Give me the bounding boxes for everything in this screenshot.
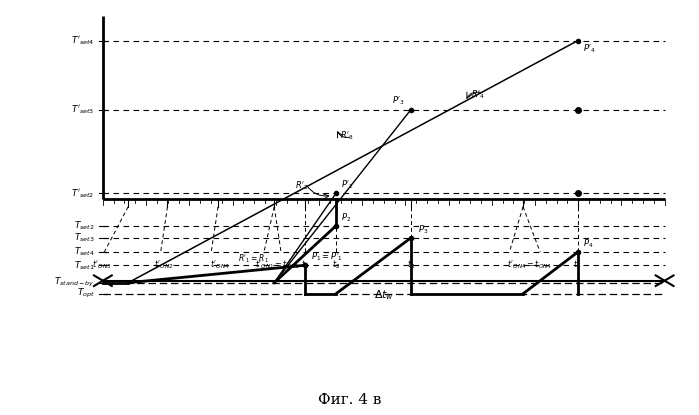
Text: $P_1=P'_1$: $P_1=P'_1$ xyxy=(310,251,343,263)
Text: $T_{set4}$: $T_{set4}$ xyxy=(74,246,94,259)
Text: $T'_{set4}$: $T'_{set4}$ xyxy=(71,34,94,47)
Text: $T_{set2}$: $T_{set2}$ xyxy=(74,220,94,232)
Text: $t'_{ON2}$: $t'_{ON2}$ xyxy=(154,258,174,271)
Text: $T_{opt}$: $T_{opt}$ xyxy=(77,287,94,300)
Text: $t'_{ON4}$: $t'_{ON4}$ xyxy=(210,258,229,271)
Text: $t'_{ON3}$: $t'_{ON3}$ xyxy=(92,258,112,271)
Text: $P'_4$: $P'_4$ xyxy=(583,43,596,55)
Text: $R'_3$: $R'_3$ xyxy=(340,129,354,142)
Text: Фиг. 4 в: Фиг. 4 в xyxy=(318,393,381,407)
Text: $T_{set3}$: $T_{set3}$ xyxy=(74,232,94,244)
Text: $t_1$: $t_1$ xyxy=(301,258,309,271)
Text: $R'_4$: $R'_4$ xyxy=(471,89,485,101)
Text: $t_4$: $t_4$ xyxy=(573,258,582,271)
Text: $T'_{set3}$: $T'_{set3}$ xyxy=(71,104,94,116)
Text: $P_3$: $P_3$ xyxy=(417,223,428,236)
Text: $P'_2$: $P'_2$ xyxy=(342,179,354,191)
Text: $R'_1=R_1$: $R'_1=R_1$ xyxy=(238,253,269,266)
Text: $T_{stand-by}$: $T_{stand-by}$ xyxy=(54,276,94,289)
Text: $T_{set1}$: $T_{set1}$ xyxy=(74,259,94,271)
Text: $P'_3$: $P'_3$ xyxy=(392,94,405,107)
Text: $R'_2$: $R'_2$ xyxy=(296,179,309,192)
Text: $P_4$: $P_4$ xyxy=(583,238,593,250)
Text: $T'_{set2}$: $T'_{set2}$ xyxy=(71,187,94,200)
Text: $t_3$: $t_3$ xyxy=(407,258,415,271)
Text: $P_2$: $P_2$ xyxy=(342,211,352,224)
Text: $\Delta t_w$: $\Delta t_w$ xyxy=(373,288,394,302)
Text: $t'_{ON4}=t_{ON4}$: $t'_{ON4}=t_{ON4}$ xyxy=(507,258,552,271)
Text: $t'_{ON1}=t_{ON1}$: $t'_{ON1}=t_{ON1}$ xyxy=(255,258,300,271)
Text: $t_2$: $t_2$ xyxy=(332,258,340,271)
